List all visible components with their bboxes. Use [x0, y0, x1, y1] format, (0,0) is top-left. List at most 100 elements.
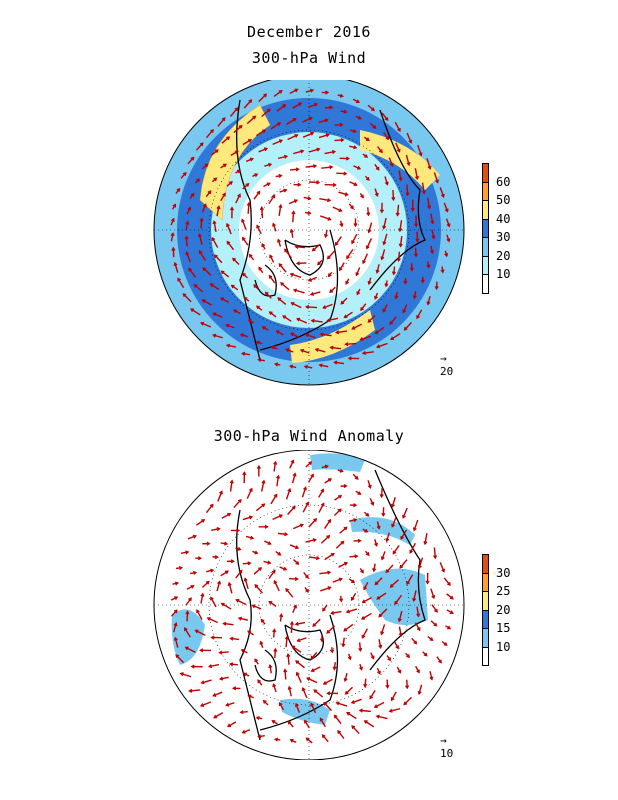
wind-vector-head — [237, 193, 241, 198]
wind-vector-head — [384, 283, 389, 288]
wind-vector-head — [423, 541, 428, 546]
wind-vector — [273, 580, 280, 592]
wind-vector — [290, 273, 302, 278]
wind-vector — [369, 690, 376, 699]
wind-vector — [319, 571, 331, 575]
wind-vector — [433, 547, 437, 559]
wind-vector-head — [327, 518, 332, 523]
wind-vector-head — [184, 646, 189, 651]
wind-vector-head — [269, 254, 273, 259]
wind-vector-head — [310, 668, 315, 673]
wind-vector-head — [214, 149, 219, 154]
wind-vector — [305, 737, 313, 744]
reference-vector: → 20 — [440, 352, 453, 378]
wind-vector — [330, 346, 342, 350]
wind-vector-head — [237, 169, 242, 174]
wind-vector-head — [397, 618, 402, 623]
wind-vector — [242, 516, 253, 521]
wind-vector — [255, 129, 266, 137]
wind-vector — [279, 189, 287, 193]
wind-vector-head — [173, 636, 178, 641]
wind-vector-head — [322, 305, 327, 310]
wind-vector-head — [285, 587, 290, 592]
wind-vector — [202, 267, 212, 276]
wind-vector-head — [170, 217, 175, 222]
wind-vector-head — [320, 488, 325, 493]
wind-vector-head — [399, 564, 404, 569]
wind-vector-head — [289, 228, 294, 233]
wind-vector — [221, 602, 232, 610]
wind-vector-head — [330, 610, 335, 615]
wind-vector — [369, 122, 377, 129]
wind-vector — [217, 491, 223, 502]
wind-vector-head — [284, 532, 289, 537]
wind-vector — [374, 188, 379, 197]
wind-vector-head — [226, 723, 232, 728]
wind-vector-head — [418, 152, 423, 157]
wind-vector-head — [271, 194, 276, 199]
wind-vector — [177, 278, 185, 288]
wind-vector — [242, 237, 249, 246]
wind-vector-head — [365, 552, 370, 557]
wind-vector-head — [364, 528, 369, 533]
colorbar-swatch — [482, 255, 489, 275]
wind-vector — [312, 243, 321, 252]
wind-vector — [258, 147, 268, 153]
wind-vector — [304, 365, 313, 369]
wind-vector — [243, 99, 252, 109]
wind-vector-head — [343, 109, 348, 114]
wind-vector-head — [303, 486, 307, 491]
wind-vector — [213, 691, 223, 697]
wind-vector-head — [247, 319, 252, 324]
wind-vector-head — [416, 627, 421, 632]
wind-vector — [427, 296, 431, 305]
wind-vector — [349, 518, 357, 522]
wind-vector-head — [230, 284, 235, 289]
wind-vector-head — [365, 176, 370, 181]
wind-vector-head — [273, 460, 278, 465]
wind-vector-head — [188, 267, 192, 272]
wind-vector-head — [282, 315, 287, 319]
wind-vector — [291, 645, 302, 653]
wind-vector-head — [338, 577, 343, 582]
wind-vector-head — [241, 729, 246, 734]
wind-vector — [293, 289, 305, 294]
wind-vector — [385, 564, 394, 573]
wind-vector-head — [339, 468, 344, 473]
wind-vector-head — [283, 188, 288, 193]
wind-vector — [247, 202, 250, 214]
wind-vector-head — [292, 118, 297, 122]
wind-vector-head — [353, 518, 358, 523]
wind-vector — [186, 585, 194, 590]
wind-vector-head — [357, 115, 362, 120]
wind-vector-head — [225, 323, 230, 328]
wind-vector-head — [353, 503, 358, 508]
wind-vector-head — [361, 634, 366, 639]
wind-vector — [418, 684, 423, 695]
wind-vector-head — [357, 538, 362, 543]
wind-vector-head — [261, 503, 266, 508]
wind-vector-head — [224, 570, 229, 575]
wind-vector — [287, 720, 294, 728]
wind-vector — [245, 535, 254, 540]
wind-vector — [343, 623, 354, 632]
wind-vector-head — [210, 568, 215, 573]
wind-vector-head — [366, 212, 371, 217]
wind-vector-head — [434, 608, 438, 613]
wind-vector-head — [322, 681, 327, 685]
wind-vector-head — [319, 638, 325, 643]
wind-vector — [221, 513, 231, 519]
wind-vector-head — [314, 347, 319, 352]
wind-vector-head — [305, 574, 309, 579]
wind-vector — [309, 181, 320, 184]
wind-vector-head — [374, 192, 379, 197]
wind-vector — [289, 88, 298, 94]
wind-vector-head — [374, 330, 379, 334]
wind-vector — [185, 597, 192, 606]
wind-vector-head — [312, 623, 317, 628]
wind-vector-head — [218, 650, 223, 655]
wind-vector-head — [190, 664, 195, 669]
wind-vector-head — [251, 604, 256, 609]
wind-vector-head — [243, 577, 248, 582]
wind-vector-head — [384, 181, 389, 186]
